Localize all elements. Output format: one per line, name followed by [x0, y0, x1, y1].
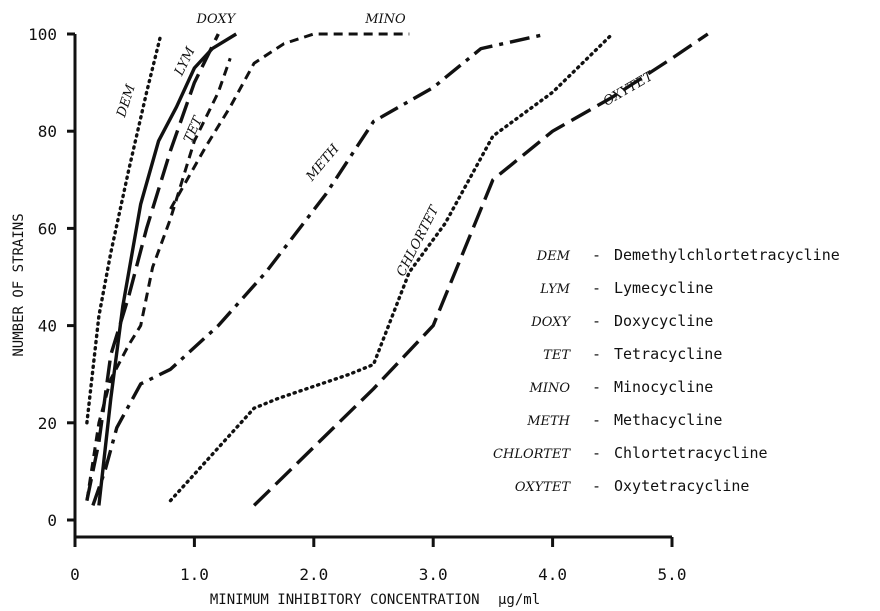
- legend-separator: -: [592, 378, 601, 396]
- series-line-chlortet: [168, 32, 614, 503]
- series-line-tet: [85, 57, 232, 501]
- curve-label-lym: LYM: [172, 44, 199, 79]
- legend-abbr: OXYTET: [515, 480, 571, 495]
- y-tick-label: 60: [38, 219, 57, 238]
- legend-separator: -: [592, 279, 601, 297]
- curve-label-doxy: DOXY: [196, 12, 237, 27]
- y-tick-label: 100: [28, 25, 57, 44]
- curve-label-mino: MINO: [364, 12, 406, 27]
- ticks: 0 1.0 2.0 3.0 4.0 5.0 0 20 40 60 80 100: [28, 25, 686, 584]
- legend-abbr: TET: [543, 348, 571, 363]
- curve-label-oxytet: OXYTET: [601, 68, 657, 109]
- series-line-oxytet: [252, 32, 709, 507]
- y-tick-label: 0: [47, 511, 57, 530]
- legend-separator: -: [592, 444, 601, 462]
- y-tick-label: 40: [38, 317, 57, 336]
- series-line-mino: [169, 32, 410, 210]
- series-line-doxy: [85, 33, 220, 501]
- legend-abbr: DEM: [536, 249, 571, 264]
- legend-separator: -: [592, 246, 601, 264]
- legend-name: Methacycline: [614, 411, 722, 429]
- legend-separator: -: [592, 312, 601, 330]
- series-line-dem: [85, 32, 163, 425]
- legend-abbr: MINO: [529, 381, 571, 396]
- curve-label-dem: DEM: [114, 82, 139, 120]
- y-tick-label: 20: [38, 414, 57, 433]
- x-tick-label: 2.0: [299, 565, 328, 584]
- legend-separator: -: [592, 477, 601, 495]
- x-axis-title-text: MINIMUM INHIBITORY CONCENTRATION: [210, 592, 480, 608]
- series-line-meth: [91, 32, 547, 506]
- x-tick-label: 3.0: [419, 565, 448, 584]
- legend-name: Oxytetracycline: [614, 477, 749, 495]
- series-layer: [85, 32, 709, 507]
- legend-name: Doxycycline: [614, 312, 713, 330]
- legend-abbr: METH: [526, 414, 570, 429]
- curve-label-tet: TET: [181, 113, 206, 145]
- legend-abbr: DOXY: [530, 315, 571, 330]
- legend-separator: -: [592, 411, 601, 429]
- x-axis-unit: µg/ml: [498, 592, 540, 608]
- x-tick-label: 4.0: [538, 565, 567, 584]
- legend-abbr: LYM: [539, 282, 570, 297]
- legend-name: Minocycline: [614, 378, 713, 396]
- legend-name: Demethylchlortetracycline: [614, 246, 840, 264]
- legend-name: Chlortetracycline: [614, 444, 768, 462]
- curve-label-chlortet: CHLORTET: [394, 203, 443, 280]
- legend-name: Tetracycline: [614, 345, 722, 363]
- y-axis-title: NUMBER OF STRAINS: [11, 213, 27, 356]
- y-tick-label: 80: [38, 122, 57, 141]
- x-tick-label: 5.0: [658, 565, 687, 584]
- legend-name: Lymecycline: [614, 279, 713, 297]
- axes: [73, 34, 672, 539]
- x-tick-label: 1.0: [180, 565, 209, 584]
- legend-separator: -: [592, 345, 601, 363]
- x-axis-title: MINIMUM INHIBITORY CONCENTRATION µg/ml: [210, 592, 540, 608]
- x-tick-label: 0: [70, 565, 80, 584]
- legend-abbr: CHLORTET: [493, 447, 571, 462]
